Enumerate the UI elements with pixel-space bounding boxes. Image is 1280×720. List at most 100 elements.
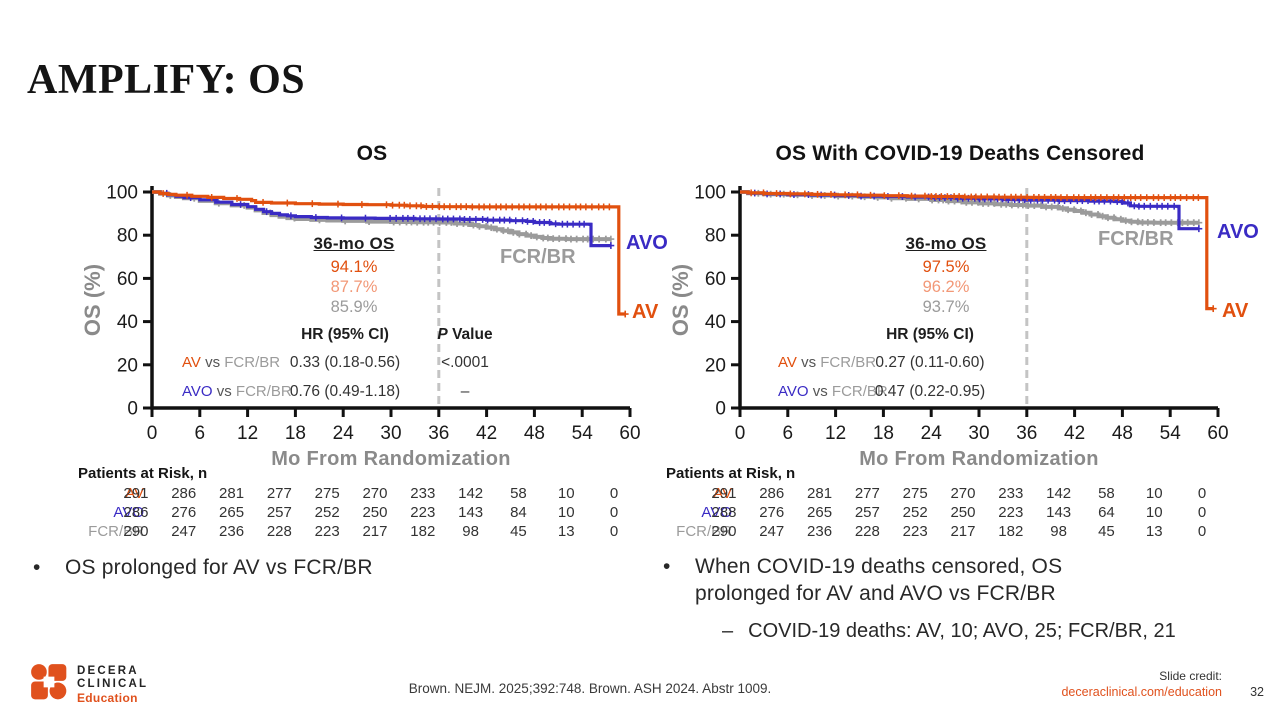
y-tick-label: 40 [705, 312, 726, 333]
risk-value: 257 [266, 504, 292, 521]
risk-value: 58 [1098, 485, 1115, 502]
series-name: AVO [182, 383, 213, 400]
km-survival-svg: 0 20 40 60 80 100 0 6 12 18 24 30 36 42 48 54 60 OS (%) [80, 183, 641, 445]
risk-row-values: 290 247 236 228 223 217 182 98 45 13 0 [112, 523, 638, 540]
risk-value: 10 [1145, 504, 1163, 521]
risk-row-label-fcrbr: FCR/BR [88, 523, 144, 540]
risk-value: 233 [410, 485, 436, 502]
annotation-36mo-value: 96.2% [922, 278, 970, 296]
risk-value: 252 [902, 504, 928, 521]
hr-value: 0.47 (0.22-0.95) [874, 383, 986, 400]
annotation-36mo-value: 93.7% [922, 298, 970, 316]
risk-value: 64 [1098, 504, 1115, 521]
x-tick-label: 48 [1112, 423, 1133, 444]
km-curve-av [152, 190, 629, 318]
logo-line3: Education [77, 690, 138, 705]
x-tick-label: 12 [237, 423, 258, 444]
x-tick-label: 54 [572, 423, 594, 444]
km-survival-svg: 0 20 40 60 80 100 0 6 12 18 24 30 36 42 48 54 60 OS (%) [668, 183, 1229, 445]
risk-value: 277 [854, 485, 880, 502]
risk-value: 143 [1046, 504, 1072, 521]
risk-value: 291 [711, 485, 737, 502]
hr-value: 0.33 (0.18-0.56) [289, 354, 401, 371]
risk-row-values: 286 276 265 257 252 250 223 143 84 10 0 [112, 504, 638, 521]
risk-value: 0 [1197, 504, 1207, 521]
risk-value: 84 [510, 504, 527, 521]
x-tick-label: 54 [1160, 423, 1182, 444]
risk-value: 182 [998, 523, 1024, 540]
logo-line1: DECERA [77, 664, 139, 677]
risk-value: 98 [1050, 523, 1067, 540]
risk-value: 58 [510, 485, 527, 502]
risk-value: 247 [759, 523, 785, 540]
risk-value: 10 [1145, 485, 1163, 502]
y-tick-label: 40 [117, 312, 138, 333]
slide-credit: Slide credit: deceraclinical.com/educati… [1061, 668, 1222, 700]
curve-label-av: AV [632, 301, 659, 323]
x-tick-label: 18 [285, 423, 306, 444]
y-axis-label: OS (%) [670, 264, 693, 336]
p-value-header: P Value [437, 326, 493, 343]
hr-value: 0.27 (0.11-0.60) [875, 354, 985, 371]
risk-value: 0 [609, 504, 619, 521]
risk-value: 223 [314, 523, 340, 540]
slide-credit-link[interactable]: deceraclinical.com/education [1061, 685, 1222, 699]
risk-value: 217 [950, 523, 976, 540]
risk-value: 290 [123, 523, 149, 540]
x-tick-label: 36 [1016, 423, 1037, 444]
risk-value: 228 [854, 523, 880, 540]
hr-row-group: AV vs FCR/BR [182, 354, 280, 371]
sub-bullet-dash: – [722, 620, 734, 642]
patients-at-risk-header: Patients at Risk, n [78, 465, 208, 482]
x-tick-label: 30 [380, 423, 401, 444]
x-tick-label: 24 [333, 423, 355, 444]
annotation-36mo-header: 36-mo OS [905, 234, 987, 253]
reference-name: FCR/BR [831, 383, 888, 400]
risk-value: 0 [1197, 523, 1207, 540]
risk-row-label-avo: AVO [701, 504, 732, 521]
risk-value: 223 [902, 523, 928, 540]
vs-text: vs [200, 354, 225, 371]
y-tick-label: 0 [715, 399, 726, 420]
curve-label-fcrbr: FCR/BR [500, 246, 576, 268]
risk-value: 286 [123, 504, 149, 521]
slide-title: AMPLIFY: OS [27, 57, 306, 103]
risk-value: 281 [807, 485, 833, 502]
risk-value: 270 [362, 485, 388, 502]
risk-value: 142 [1046, 485, 1072, 502]
x-tick-label: 6 [783, 423, 794, 444]
risk-value: 223 [998, 504, 1024, 521]
series-name: AV [778, 354, 797, 371]
km-plot-os-covid-censored: 0 20 40 60 80 100 0 6 12 18 24 30 36 42 48 54 60 OS (%) [668, 170, 1250, 480]
risk-value: 0 [609, 523, 619, 540]
x-tick-label: 18 [873, 423, 894, 444]
risk-value: 10 [557, 504, 575, 521]
risk-value: 286 [759, 485, 785, 502]
page-number: 32 [1250, 685, 1264, 699]
y-axis-label: OS (%) [82, 264, 105, 336]
risk-value: 265 [807, 504, 833, 521]
risk-value: 236 [219, 523, 245, 540]
risk-value: 270 [950, 485, 976, 502]
risk-value: 13 [557, 523, 575, 540]
km-plot-os: 0 20 40 60 80 100 0 6 12 18 24 30 36 42 48 54 60 OS (%) [80, 170, 662, 480]
series-name: AV [182, 354, 201, 371]
bullet-right-sub: – COVID-19 deaths: AV, 10; AVO, 25; FCR/B… [722, 620, 1176, 643]
risk-value: 233 [998, 485, 1024, 502]
y-tick-label: 80 [117, 226, 138, 247]
annotation-36mo: 36-mo OS 97.5% 96.2% 93.7% [836, 234, 1056, 317]
x-tick-label: 42 [476, 423, 497, 444]
os-covid-censored-chart-panel: OS With COVID-19 Deaths Censored 0 20 40 60… [666, 140, 1259, 565]
annotation-36mo: 36-mo OS 94.1% 87.7% 85.9% [244, 234, 464, 317]
risk-value: 286 [171, 485, 197, 502]
risk-value: 250 [362, 504, 388, 521]
x-tick-label: 36 [428, 423, 449, 444]
citation: Brown. NEJM. 2025;392:748. Brown. ASH 20… [408, 681, 772, 696]
risk-value: 277 [266, 485, 292, 502]
annotation-36mo-value: 85.9% [330, 298, 378, 316]
decera-logo: DECERA CLINICAL Education [30, 663, 148, 706]
risk-value: 275 [902, 485, 928, 502]
x-axis-label: Mo From Randomization [859, 448, 1099, 470]
risk-value: 13 [1145, 523, 1163, 540]
risk-value: 281 [219, 485, 245, 502]
